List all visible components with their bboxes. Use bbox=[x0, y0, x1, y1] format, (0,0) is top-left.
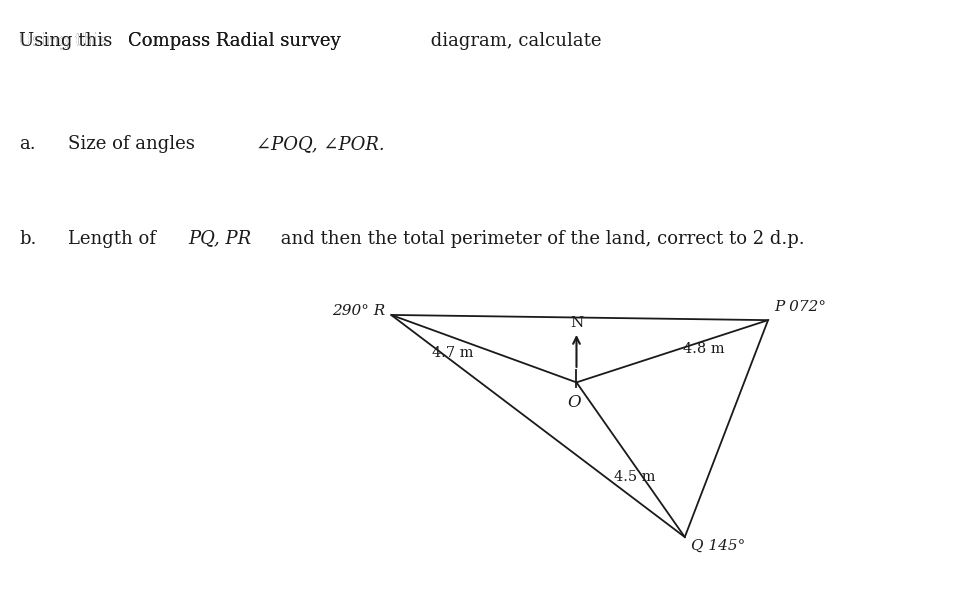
Text: PQ, PR: PQ, PR bbox=[188, 229, 251, 247]
Text: Using this: Using this bbox=[19, 32, 118, 50]
Text: O: O bbox=[568, 394, 582, 411]
Text: P 072°: P 072° bbox=[775, 300, 826, 314]
Text: 4.5 m: 4.5 m bbox=[614, 470, 656, 484]
Text: Using this: Using this bbox=[19, 32, 114, 50]
Text: 4.8 m: 4.8 m bbox=[683, 342, 724, 356]
Text: Size of angles: Size of angles bbox=[68, 135, 200, 153]
Text: diagram, calculate: diagram, calculate bbox=[425, 32, 602, 50]
Text: Compass Radial survey: Compass Radial survey bbox=[128, 32, 341, 50]
Text: Q 145°: Q 145° bbox=[691, 539, 746, 553]
Text: b.: b. bbox=[19, 229, 37, 247]
Text: a.: a. bbox=[19, 135, 36, 153]
Text: Using this: Using this bbox=[19, 32, 114, 50]
Text: ∠POQ, ∠POR.: ∠POQ, ∠POR. bbox=[256, 135, 384, 153]
Text: 4.7 m: 4.7 m bbox=[432, 346, 473, 360]
Text: Length of: Length of bbox=[68, 229, 161, 247]
Text: and then the total perimeter of the land, correct to 2 d.p.: and then the total perimeter of the land… bbox=[275, 229, 805, 247]
Text: 290° R: 290° R bbox=[331, 304, 384, 318]
Text: Compass Radial survey: Compass Radial survey bbox=[128, 32, 341, 50]
Text: N: N bbox=[570, 316, 583, 330]
